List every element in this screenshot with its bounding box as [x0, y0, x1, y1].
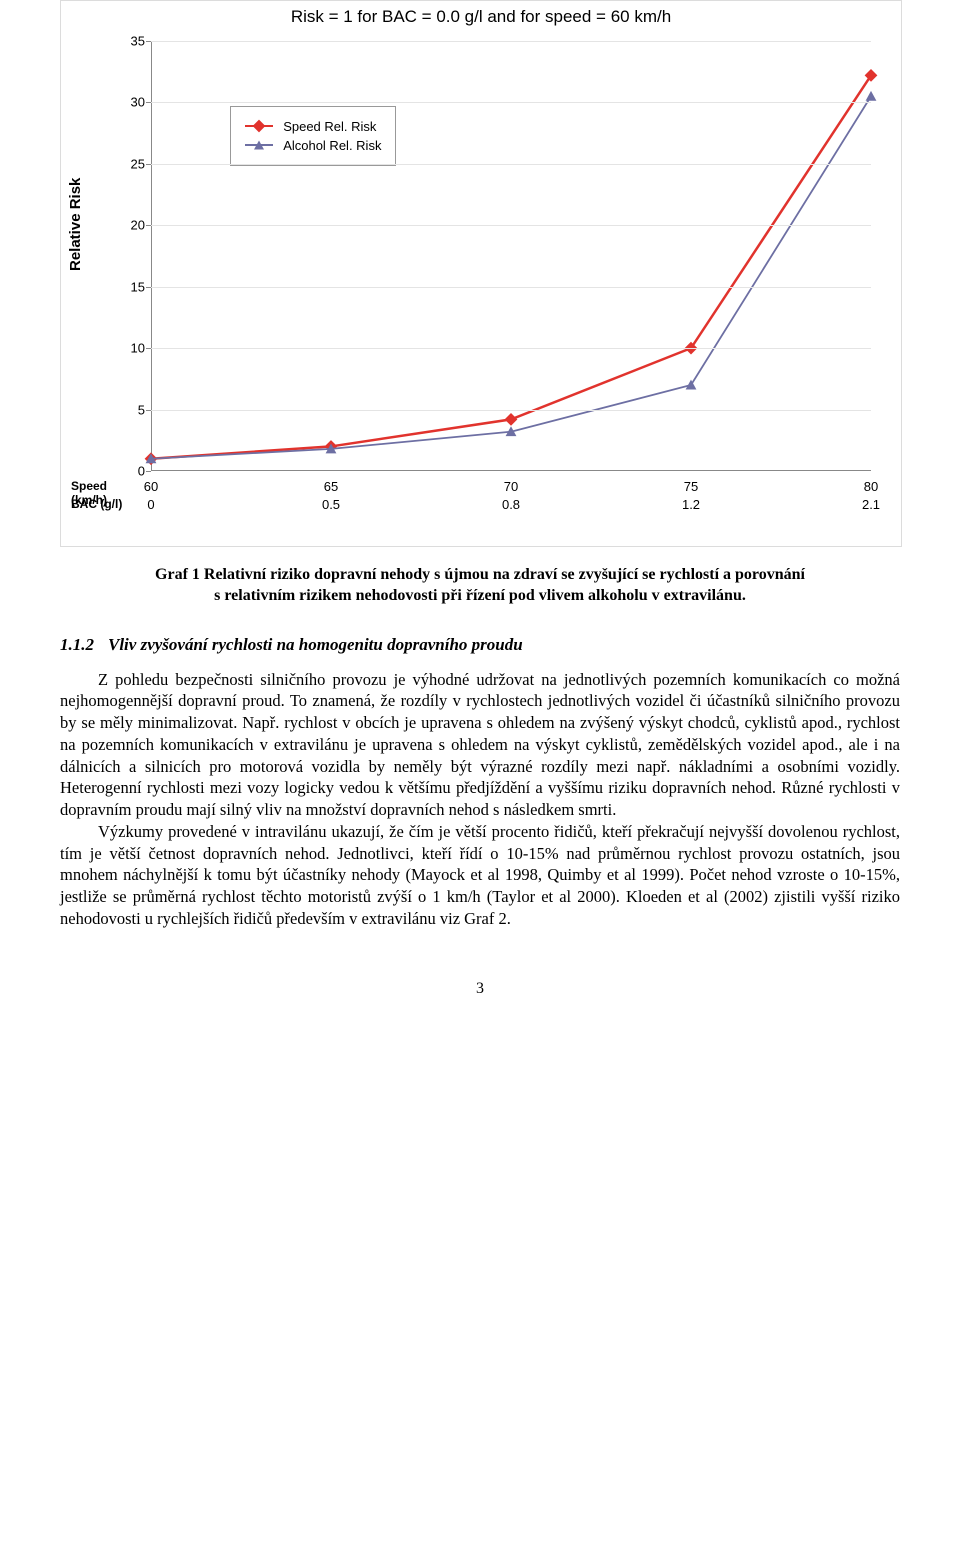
legend-swatch-speed [245, 125, 273, 128]
y-tick-label: 15 [115, 279, 145, 294]
legend-label-alcohol: Alcohol Rel. Risk [283, 138, 381, 153]
y-tick-label: 25 [115, 156, 145, 171]
x-tick-bac: 2.1 [862, 497, 880, 512]
y-tick-mark [146, 41, 151, 42]
plot-area: Speed (km/h) BAC (g/l) Speed Rel. Risk A… [151, 41, 871, 471]
chart-title: Risk = 1 for BAC = 0.0 g/l and for speed… [61, 7, 901, 27]
triangle-marker-icon [254, 140, 264, 149]
paragraph-2: Výzkumy provedené v intravilánu ukazují,… [60, 821, 900, 930]
section-heading: 1.1.2 Vliv zvyšování rychlosti na homoge… [60, 635, 900, 655]
triangle-marker-icon [866, 91, 877, 101]
diamond-marker-icon [865, 69, 878, 82]
grid-line [151, 287, 871, 288]
legend-swatch-alcohol [245, 144, 273, 146]
paragraph-1: Z pohledu bezpečnosti silničního provozu… [60, 669, 900, 821]
section-title: Vliv zvyšování rychlosti na homogenitu d… [108, 635, 523, 655]
y-tick-mark [146, 102, 151, 103]
grid-line [151, 102, 871, 103]
diamond-marker-icon [505, 413, 518, 426]
grid-line [151, 41, 871, 42]
y-tick-label: 30 [115, 95, 145, 110]
x-row2-label: BAC (g/l) [71, 497, 146, 511]
y-tick-label: 0 [115, 464, 145, 479]
y-tick-label: 10 [115, 341, 145, 356]
grid-line [151, 225, 871, 226]
caption-line2: s relativním rizikem nehodovosti při říz… [214, 587, 746, 604]
caption-line1: Graf 1 Relativní riziko dopravní nehody … [155, 566, 805, 583]
y-tick-mark [146, 225, 151, 226]
legend: Speed Rel. Risk Alcohol Rel. Risk [230, 106, 396, 166]
x-tick-bac: 0.8 [502, 497, 520, 512]
x-tick-speed: 80 [864, 479, 878, 494]
x-tick-bac: 1.2 [682, 497, 700, 512]
x-tick-speed: 75 [684, 479, 698, 494]
x-tick-bac: 0 [147, 497, 154, 512]
y-tick-mark [146, 471, 151, 472]
section-number: 1.1.2 [60, 635, 94, 655]
y-axis-label: Relative Risk [67, 178, 84, 271]
x-tick-bac: 0.5 [322, 497, 340, 512]
triangle-marker-icon [686, 380, 697, 390]
legend-item-alcohol: Alcohol Rel. Risk [245, 138, 381, 153]
grid-line [151, 410, 871, 411]
y-tick-mark [146, 287, 151, 288]
legend-item-speed: Speed Rel. Risk [245, 119, 381, 134]
risk-chart: Risk = 1 for BAC = 0.0 g/l and for speed… [60, 0, 902, 547]
x-tick-speed: 65 [324, 479, 338, 494]
body-text: Z pohledu bezpečnosti silničního provozu… [60, 669, 900, 930]
y-tick-mark [146, 348, 151, 349]
grid-line [151, 348, 871, 349]
x-tick-speed: 60 [144, 479, 158, 494]
grid-line [151, 164, 871, 165]
legend-label-speed: Speed Rel. Risk [283, 119, 376, 134]
diamond-marker-icon [253, 120, 266, 133]
y-tick-label: 20 [115, 218, 145, 233]
figure-caption: Graf 1 Relativní riziko dopravní nehody … [60, 565, 900, 607]
y-tick-mark [146, 164, 151, 165]
y-tick-label: 35 [115, 34, 145, 49]
page-number: 3 [60, 980, 900, 998]
y-tick-label: 5 [115, 402, 145, 417]
y-tick-mark [146, 410, 151, 411]
x-tick-speed: 70 [504, 479, 518, 494]
